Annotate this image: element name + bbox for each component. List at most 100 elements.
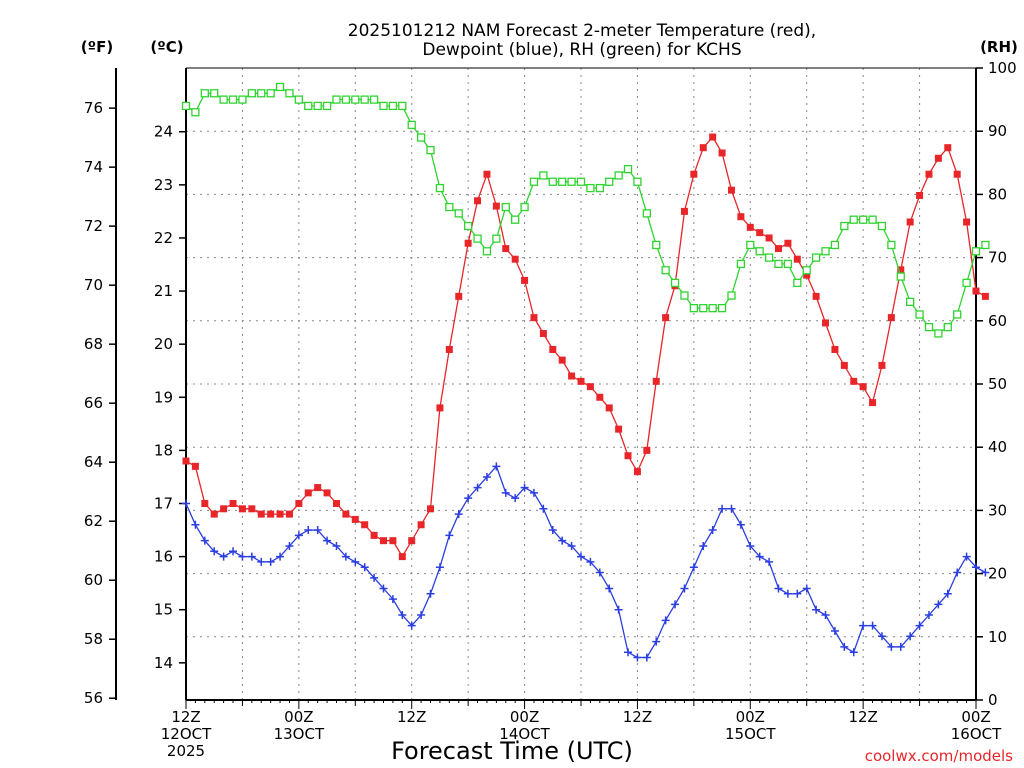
dewpoint-point: [332, 541, 341, 550]
dewpoint-point: [943, 589, 952, 598]
2-meter-temperature-point: [812, 292, 820, 300]
2-meter-temperature-point: [455, 292, 463, 300]
rh-point: [915, 310, 924, 319]
2-meter-temperature-point: [267, 510, 275, 518]
dewpoint-point: [191, 520, 200, 529]
rh-point: [266, 89, 275, 98]
2-meter-temperature-point: [295, 499, 303, 507]
dewpoint-point: [247, 552, 256, 561]
2-meter-temperature-point: [925, 170, 933, 178]
2-meter-temperature-point: [972, 287, 980, 295]
dewpoint-point: [323, 536, 332, 545]
rh-point: [727, 291, 736, 300]
rh-point: [943, 322, 952, 332]
2-meter-temperature-point: [342, 510, 350, 518]
celsius-tick-label: 22: [154, 229, 173, 247]
dewpoint-point: [257, 557, 266, 566]
2-meter-temperature-point: [304, 489, 312, 497]
rh-point: [529, 177, 539, 186]
rh-point: [228, 95, 238, 104]
rh-point: [191, 108, 200, 117]
x-tick-label: 12Z: [848, 708, 877, 726]
dewpoint-point: [464, 494, 473, 503]
rh-point: [482, 247, 492, 256]
rh-point: [699, 304, 708, 313]
rh-point: [463, 221, 473, 231]
dewpoint-point: [341, 552, 350, 561]
2-meter-temperature-point: [201, 499, 209, 507]
celsius-tick-label: 18: [154, 441, 173, 459]
2-meter-temperature-point: [897, 266, 905, 274]
dewpoint-point: [238, 552, 247, 561]
dewpoint-series: [182, 462, 990, 662]
2-meter-temperature-point: [652, 377, 660, 385]
rh-point: [670, 278, 680, 288]
rh-point: [906, 297, 915, 306]
x-tick-label: 12Z: [171, 708, 200, 726]
rh-point: [877, 221, 887, 231]
rh-tick-label: 60: [988, 312, 1007, 330]
2-meter-temperature-point: [953, 170, 961, 178]
2-meter-temperature-point: [746, 223, 754, 231]
rh-point: [332, 95, 341, 104]
dewpoint-point: [755, 552, 764, 561]
2-meter-temperature-point: [981, 292, 989, 300]
dewpoint-point: [962, 552, 971, 561]
dewpoint-point: [868, 621, 877, 630]
2-meter-temperature-point: [539, 330, 547, 338]
rh-point: [887, 240, 896, 250]
2-meter-temperature-point: [605, 404, 613, 412]
rh-point: [633, 177, 642, 186]
dewpoint-point: [520, 483, 529, 492]
2-meter-temperature-point: [191, 462, 199, 470]
rh-point: [623, 164, 633, 174]
rh-point: [642, 209, 651, 218]
rh-point: [407, 120, 416, 130]
rh-point: [294, 95, 304, 104]
rh-line: [185, 86, 986, 335]
2-meter-temperature-point: [822, 319, 830, 327]
dewpoint-point: [219, 552, 228, 561]
2-meter-temperature-point: [709, 133, 717, 141]
rh-tick-label: 20: [988, 565, 1007, 583]
rh-point: [548, 177, 557, 186]
2-meter-temperature-point: [869, 399, 877, 407]
dewpoint-point: [887, 642, 896, 651]
rh-point: [689, 304, 699, 313]
dewpoint-point: [313, 526, 322, 535]
dewpoint-point: [765, 557, 774, 566]
rh-point: [746, 240, 755, 250]
dewpoint-point: [285, 541, 294, 550]
x-tick-label: 00Z: [510, 708, 539, 726]
rh-point: [567, 177, 576, 186]
2-meter-temperature-point: [502, 245, 510, 253]
rh-tick-label: 100: [988, 59, 1017, 77]
dewpoint-point: [210, 547, 219, 556]
x-tick-label: 12Z: [397, 708, 426, 726]
2-meter-temperature-point: [549, 345, 557, 353]
2-meter-temperature-point: [887, 314, 895, 322]
dewpoint-point: [633, 653, 642, 662]
rh-point: [793, 278, 802, 288]
rh-point: [416, 133, 426, 142]
x-tick-label: 00Z: [284, 708, 313, 726]
rh-point: [614, 171, 623, 180]
rh-point: [322, 101, 332, 111]
dewpoint-point: [567, 541, 576, 550]
dewpoint-point: [379, 584, 388, 593]
dewpoint-line: [185, 465, 986, 659]
2-meter-temperature-point: [916, 191, 924, 199]
celsius-tick-label: 23: [154, 176, 173, 194]
2-meter-temperature-point: [624, 452, 632, 460]
rh-point: [717, 304, 727, 313]
dewpoint-point: [680, 584, 689, 593]
rh-series: [181, 82, 990, 338]
rh-tick-label: 30: [988, 501, 1007, 519]
2-meter-temperature-point: [370, 531, 378, 539]
chart-title-line1: 2025101212 NAM Forecast 2-meter Temperat…: [348, 21, 816, 41]
dewpoint-point: [577, 552, 585, 561]
rh-point: [830, 240, 840, 250]
2-meter-temperature-point: [643, 446, 651, 454]
2-meter-temperature-point: [229, 499, 237, 507]
